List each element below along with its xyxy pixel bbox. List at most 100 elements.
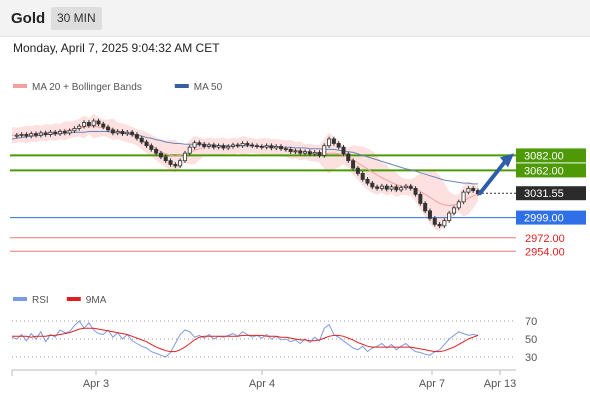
candle-body [264,145,269,148]
candle-body [423,202,428,212]
candle-body [53,131,58,135]
candle-body [202,143,207,147]
candle-body [384,185,389,190]
candle-body [283,148,288,151]
candle-body [327,138,332,147]
candle-body [466,187,471,193]
candle-body [413,187,418,195]
candle-body [240,143,245,147]
candle-body [110,129,115,134]
candle-body [134,134,139,139]
candle-body [365,178,370,184]
rsi-legend-label: RSI [32,295,49,306]
candle-body [216,145,221,148]
price-level-labels: 3082.00 3062.00 3031.55 2999.00 2972.002954.… [516,148,586,258]
candle-body [336,143,341,148]
candle-body [72,128,77,132]
candle-body [163,156,168,162]
candle-body [130,131,135,135]
candle-body [29,133,34,137]
candle-body [158,152,163,158]
candle-body [461,191,466,203]
candle-body [250,144,255,147]
candles [14,118,480,229]
candle-body [106,126,111,131]
bollinger-bands [12,114,478,232]
candle-body [303,151,308,154]
candle-body [211,144,216,148]
candle-body [351,160,356,169]
candle-body [427,210,432,219]
candle-body [442,220,447,227]
candle-body [312,152,317,155]
candle-body [125,131,130,135]
candle-body [437,223,442,227]
candle-body [317,152,322,156]
candle-body [115,131,120,134]
candle-body [154,149,159,154]
x-axis: Apr 3 Apr 4 Apr 7 Apr 13 [11,369,516,390]
candle-body [221,145,226,149]
candle-body [235,144,240,147]
candle-body [67,130,72,134]
candle-body [82,122,87,127]
candle-body [34,133,39,136]
level-label-3082.00: 3082.00 [524,150,564,162]
level-label-2954.00: 2954.00 [525,246,565,258]
candle-body [307,151,312,155]
candle-body [408,185,413,189]
candle-body [206,144,211,147]
instrument-title: Gold [11,10,46,27]
candle-body [456,201,461,209]
level-tag-2999.00 [516,210,586,225]
candle-body [43,132,48,135]
candle-body [274,146,279,149]
rsi-level-label: 50 [525,334,537,346]
candle-body [360,173,365,180]
timeframe-button[interactable]: 30 MIN [51,7,102,30]
level-label-2999.00: 2999.00 [524,213,564,225]
candle-body [403,185,408,189]
candle-body [173,164,178,167]
candle-body [187,146,192,154]
candle-body [144,141,149,147]
candle-body [24,134,29,137]
legend-label: MA 20 + Bollinger Bands [32,82,142,93]
moving-averages [11,125,479,207]
candle-body [298,150,303,154]
candle-body [77,125,82,129]
candle-body [418,193,423,204]
candle-body [288,149,293,153]
candle-body [168,160,173,165]
rsi-level-label: 70 [525,316,537,328]
level-label-2972.00: 2972.00 [525,233,565,245]
candle-body [293,150,298,153]
datetime-label: Monday, April 7, 2025 9:04:32 AM CET [13,41,220,55]
candle-body [149,145,154,150]
rsi-legend-label: 9MA [86,295,107,306]
candle-body [120,131,125,135]
bollinger-band-fill [12,114,478,232]
level-tag-3062.00 [516,163,586,178]
candle-body [259,146,264,148]
legend-swatch [13,84,27,88]
candle-body [394,186,399,191]
legend-main: MA 20 + Bollinger Bands MA 50 [13,82,223,93]
rsi-legend-swatch [13,297,27,301]
candle-body [91,120,96,126]
rsi-panel: 70 50 30 [11,316,537,364]
candle-body [346,153,351,162]
legend-label: MA 50 [194,82,223,93]
candle-body [139,137,144,143]
candle-body [96,120,101,125]
candle-body [279,146,284,150]
candle-body [182,152,187,162]
level-tag-3082.00 [516,148,586,163]
forecast-arrow [478,153,514,196]
x-tick-label: Apr 7 [419,378,445,390]
legend-swatch [174,84,189,88]
forecast-arrow-shaft [478,158,508,196]
candle-body [86,122,91,126]
candle-body [389,186,394,190]
